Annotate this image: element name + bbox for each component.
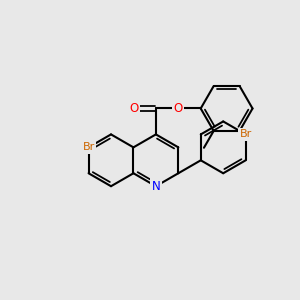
Text: Br: Br	[239, 129, 252, 140]
Text: O: O	[173, 102, 182, 115]
Text: O: O	[129, 102, 139, 115]
Text: Br: Br	[82, 142, 95, 152]
Text: N: N	[152, 180, 160, 193]
